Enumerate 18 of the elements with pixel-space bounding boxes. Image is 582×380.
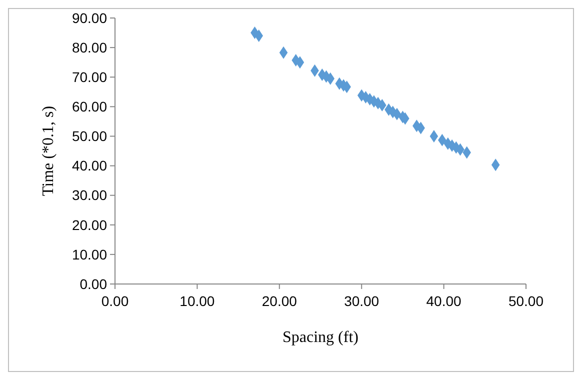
- x-tick-label: 20.00: [262, 293, 298, 309]
- x-axis-title: Spacing (ft): [282, 329, 358, 346]
- y-tick-label: 20.00: [72, 216, 108, 233]
- y-axis-title: Time (*0.1, s): [40, 106, 57, 196]
- x-tick-label: 30.00: [344, 293, 380, 309]
- y-tick-label: 0.00: [80, 276, 108, 292]
- x-tick-label: 40.00: [426, 293, 462, 309]
- y-tick-label: 60.00: [72, 98, 108, 115]
- y-tick-label: 30.00: [72, 187, 108, 204]
- y-tick-label: 80.00: [72, 39, 108, 56]
- y-tick-label: 90.00: [72, 10, 108, 26]
- y-tick-label: 10.00: [72, 246, 108, 262]
- y-tick-label: 40.00: [72, 158, 108, 174]
- y-tick-label: 70.00: [72, 69, 108, 86]
- x-tick-label: 0.00: [101, 293, 129, 309]
- x-tick-label: 10.00: [180, 293, 215, 309]
- y-tick-label: 50.00: [72, 128, 108, 144]
- x-tick-label: 50.00: [508, 293, 544, 309]
